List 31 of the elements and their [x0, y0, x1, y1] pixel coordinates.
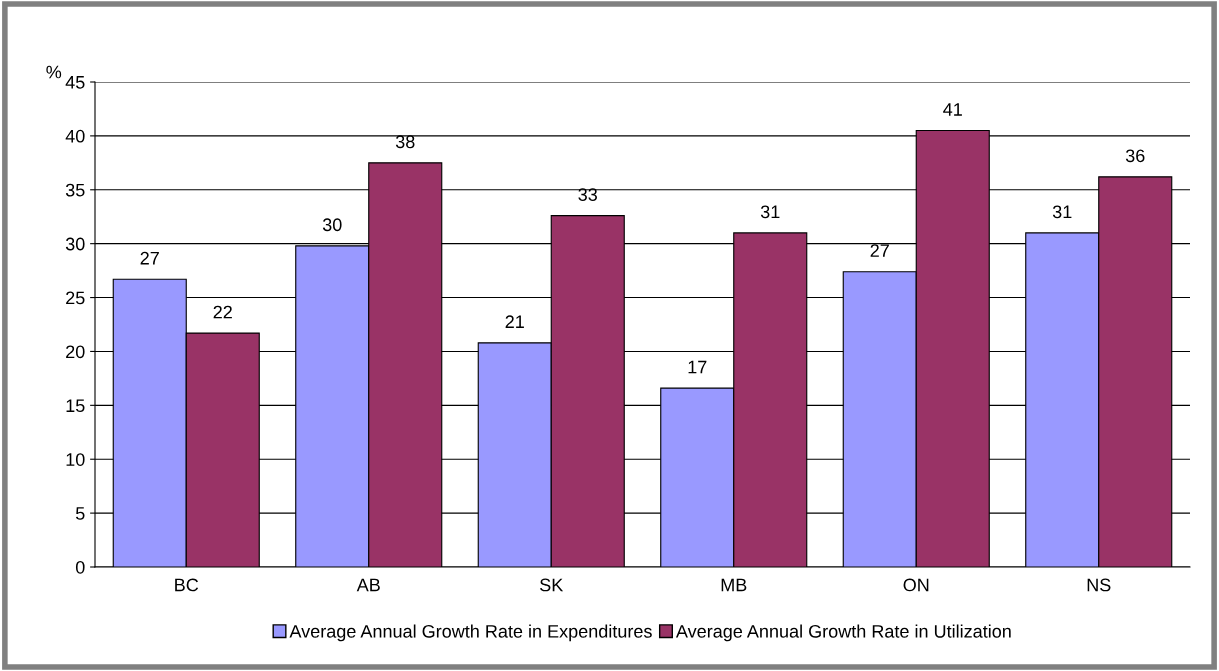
- y-tick-label: 10: [66, 453, 85, 466]
- y-tick-label: 40: [65, 129, 85, 143]
- y-tick-label: 5: [75, 507, 85, 520]
- data-label: 17: [688, 360, 707, 374]
- data-label: 31: [1052, 205, 1072, 219]
- legend-label: Average Annual Growth Rate in Utilization: [675, 624, 1011, 642]
- data-label: 33: [578, 188, 597, 201]
- y-tick-label: 25: [66, 291, 85, 305]
- legend-label: Average Annual Growth Rate in Expenditures: [289, 624, 652, 642]
- data-label: 36: [1125, 149, 1145, 163]
- data-label: 41: [943, 103, 962, 116]
- y-tick-label: 35: [65, 183, 85, 197]
- data-label: 30: [322, 218, 342, 232]
- y-tick-label: 15: [66, 399, 85, 413]
- x-tick-label: BC: [175, 578, 199, 592]
- x-tick-label: AB: [356, 578, 380, 592]
- data-label: 21: [505, 315, 524, 328]
- x-tick-label: SK: [540, 578, 564, 592]
- y-tick-label: 30: [65, 237, 85, 251]
- x-tick-label: NS: [1087, 578, 1111, 592]
- data-label: 27: [870, 244, 889, 257]
- x-tick-label: ON: [903, 578, 929, 592]
- x-tick-label: MB: [721, 578, 747, 592]
- data-label: 31: [760, 205, 780, 219]
- data-label: 27: [140, 251, 159, 265]
- y-tick-label: 0: [75, 560, 85, 574]
- y-tick-label: 20: [66, 345, 85, 359]
- data-label: 38: [395, 135, 415, 149]
- data-label: 22: [213, 305, 232, 319]
- y-tick-label: 45: [65, 76, 85, 89]
- y-axis-title: %: [46, 65, 62, 79]
